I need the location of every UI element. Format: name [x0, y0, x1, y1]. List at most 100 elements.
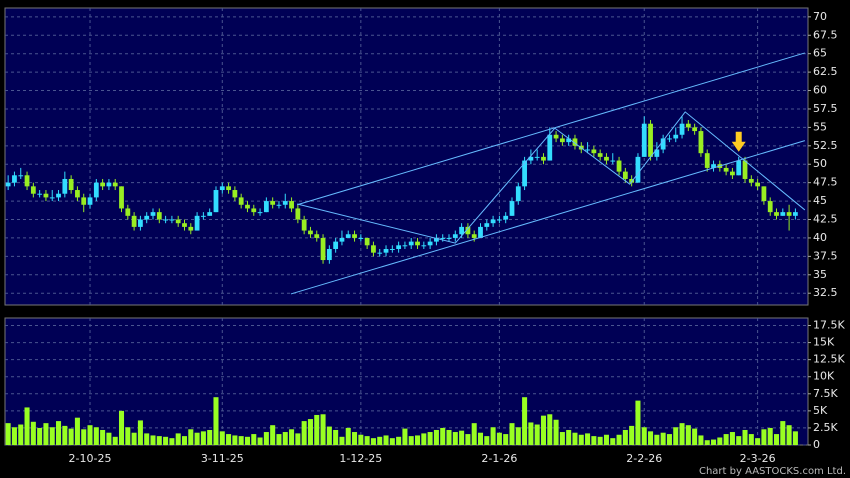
candle-body — [522, 160, 527, 187]
volume-bar — [490, 427, 496, 445]
y-tick-label: 17.5K — [813, 319, 845, 332]
candle-body — [93, 182, 99, 198]
volume-bar — [786, 425, 792, 445]
candle-body — [774, 212, 779, 216]
volume-bar — [679, 423, 685, 445]
y-tick-label: 0 — [813, 438, 820, 451]
candle-body — [43, 193, 49, 198]
candle-body — [704, 153, 710, 168]
candle-body — [282, 201, 288, 205]
volume-bar — [572, 432, 578, 445]
volume-bar — [654, 434, 660, 445]
volume-bar — [515, 427, 521, 445]
volume-bar — [736, 436, 742, 445]
volume-bar — [433, 429, 439, 445]
candle-body — [497, 219, 502, 221]
candle-body — [289, 201, 294, 209]
price-panel — [4, 7, 809, 306]
volume-bar — [673, 427, 679, 445]
y-tick-label: 40 — [813, 231, 827, 244]
candle-body — [667, 138, 672, 140]
y-tick-label: 55 — [813, 120, 827, 133]
volume-bar — [698, 435, 704, 445]
y-tick-label: 65 — [813, 47, 827, 60]
y-tick-label: 32.5 — [813, 286, 838, 299]
volume-bar — [635, 400, 641, 445]
candle-body — [194, 215, 200, 231]
volume-bar — [314, 414, 320, 445]
candle-body — [509, 201, 515, 216]
footer: Chart by AASTOCKS.com Ltd. — [699, 466, 846, 477]
volume-bar — [370, 438, 376, 445]
volume-bar — [622, 429, 628, 445]
candle-body — [654, 149, 660, 157]
candle-body — [786, 212, 792, 216]
volume-bar — [106, 432, 112, 445]
y-tick-label: 57.5 — [813, 102, 838, 115]
volume-bar — [780, 421, 786, 445]
candle-body — [49, 197, 55, 199]
y-tick-label: 35 — [813, 268, 827, 281]
volume-bar — [263, 432, 269, 445]
candle-body — [371, 245, 376, 253]
candle-body — [641, 123, 647, 157]
y-tick-label: 67.5 — [813, 28, 838, 41]
volume-bar — [477, 432, 484, 445]
volume-bar — [131, 432, 137, 445]
volume-bar — [56, 421, 62, 445]
y-tick-label: 60 — [813, 84, 827, 97]
volume-bar — [496, 432, 502, 445]
volume-bar — [711, 439, 717, 445]
volume-bar — [18, 424, 24, 445]
volume-bar — [11, 427, 17, 445]
volume-bar — [509, 423, 515, 445]
volume-bar — [326, 426, 332, 445]
volume-bar — [421, 433, 427, 445]
candle-body — [30, 186, 36, 194]
candle-body — [679, 123, 685, 135]
volume-bar — [289, 429, 295, 445]
volume-bar — [339, 436, 345, 445]
candle-body — [402, 245, 408, 247]
candle-body — [213, 190, 219, 213]
volume-bar — [723, 434, 729, 445]
candle-body — [226, 186, 231, 191]
candle-body — [446, 237, 452, 239]
candle-body — [308, 230, 313, 235]
volume-bar — [742, 429, 748, 445]
y-tick-label: 50 — [813, 157, 827, 170]
candle-body — [635, 156, 641, 183]
candle-body — [112, 182, 118, 187]
candle-body — [503, 215, 509, 220]
volume-bar — [49, 427, 55, 445]
volume-bar — [553, 419, 559, 445]
candle-body — [333, 241, 339, 249]
y-tick-label: 12.5K — [813, 353, 845, 366]
candle-body — [515, 186, 521, 202]
candle-body — [81, 197, 87, 205]
volume-bar — [125, 427, 131, 445]
candle-body — [585, 149, 590, 151]
candle-body — [56, 193, 61, 198]
candle-body — [5, 182, 11, 187]
candle-body — [352, 234, 357, 238]
volume-bar — [666, 434, 672, 445]
y-tick-label: 45 — [813, 194, 827, 207]
volume-bar — [175, 433, 181, 445]
volume-bar — [232, 435, 238, 445]
volume-bar — [68, 428, 74, 445]
volume-bar — [415, 435, 421, 445]
volume-bar — [377, 436, 383, 445]
volume-bar — [465, 434, 471, 445]
volume-bar — [692, 428, 698, 445]
candle-body — [295, 208, 301, 220]
trend-line — [290, 140, 805, 295]
candle-body — [18, 175, 24, 177]
volume-bar — [81, 429, 87, 445]
candle-body — [245, 204, 250, 209]
candle-body — [144, 215, 150, 220]
y-tick-label: 37.5 — [813, 249, 838, 262]
volume-bar — [408, 436, 414, 445]
volume-bar — [446, 429, 452, 445]
candle-body — [427, 241, 433, 246]
